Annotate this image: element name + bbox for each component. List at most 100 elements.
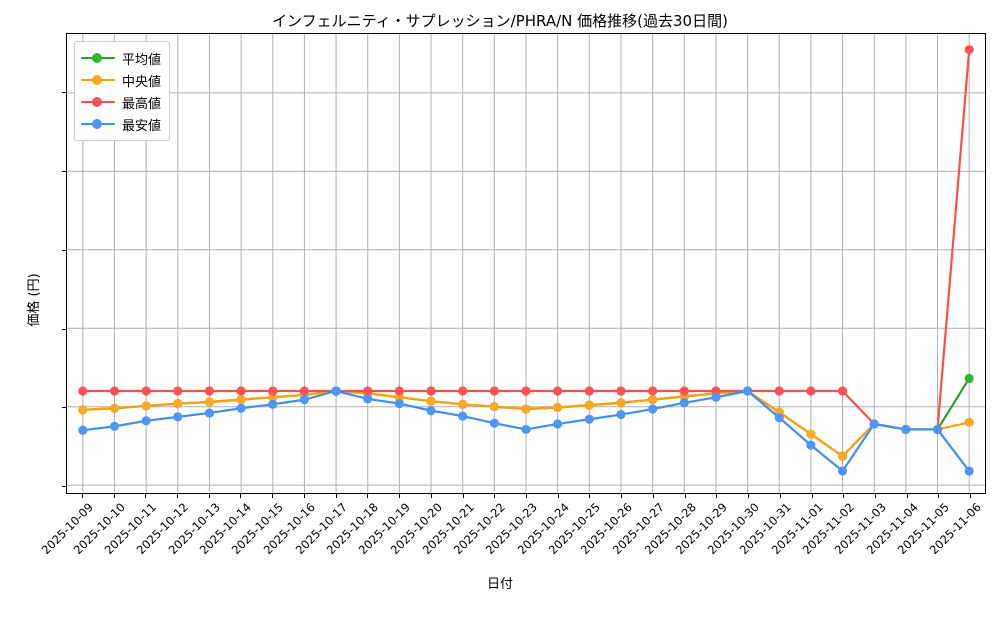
x-axis-tick-mark [716, 494, 718, 498]
legend-item-0[interactable]: 平均値 [81, 47, 161, 69]
x-axis-tick-mark [970, 494, 972, 498]
x-axis-ticks: 2025-10-09 2025-10-10 2025-10-11 2025-10-12… [39, 494, 984, 557]
data-point [109, 386, 120, 396]
data-point [363, 386, 373, 396]
data-point [679, 386, 689, 396]
data-point [141, 401, 151, 411]
data-point [299, 395, 310, 405]
legend-item-2[interactable]: 最高値 [81, 91, 161, 113]
data-point [521, 386, 531, 396]
x-axis-tick-mark [494, 494, 496, 498]
x-axis-tick-mark [399, 494, 401, 498]
data-point [616, 386, 626, 396]
data-point [78, 386, 88, 396]
data-point [489, 386, 499, 396]
data-point [584, 400, 594, 410]
data-point [268, 392, 278, 402]
x-axis-tick-mark [874, 494, 876, 498]
x-axis-tick-mark [684, 494, 686, 498]
data-point [584, 386, 594, 396]
data-point [489, 418, 499, 428]
data-point [458, 399, 468, 409]
page-title: インフェルニティ・サプレッション/PHRA/N 価格推移(過去30日間) [272, 12, 728, 30]
x-axis-tick-mark [113, 494, 115, 498]
data-point [521, 404, 531, 414]
data-point [837, 466, 848, 476]
data-point [774, 413, 784, 423]
data-point [806, 429, 816, 439]
plot-area [66, 33, 986, 494]
data-point [394, 386, 404, 396]
data-point [141, 416, 151, 426]
data-point [299, 386, 310, 396]
data-point [806, 440, 816, 450]
legend-marker-icon [81, 118, 115, 130]
x-axis-tick-mark [430, 494, 432, 498]
x-axis-tick-mark [145, 494, 147, 498]
legend-item-1[interactable]: 中央値 [81, 69, 161, 91]
y-axis-tick-mark [62, 249, 66, 251]
x-axis-label: 日付 [486, 577, 513, 592]
data-point [648, 395, 658, 405]
data-point [426, 396, 436, 406]
x-axis-tick-mark [779, 494, 781, 498]
x-axis-tick-mark [748, 494, 750, 498]
data-point [204, 397, 215, 407]
x-axis-tick-mark [208, 494, 210, 498]
x-axis-tick-mark [240, 494, 242, 498]
data-point [78, 405, 88, 415]
data-point [236, 386, 246, 396]
legend-marker-icon [81, 52, 115, 64]
legend-label: 最安値 [122, 118, 162, 134]
data-point [964, 417, 974, 427]
data-point [837, 451, 848, 461]
data-point [711, 392, 721, 402]
series-line-1 [81, 389, 971, 458]
data-point [774, 386, 784, 396]
y-axis-tick-mark [62, 407, 66, 409]
legend-label: 最高値 [122, 96, 162, 112]
y-axis-tick-mark [62, 92, 66, 94]
x-axis-tick-mark [526, 494, 527, 498]
x-axis-tick-mark [938, 494, 940, 498]
data-point [109, 403, 120, 413]
x-axis-tick-mark [589, 494, 591, 498]
x-axis-tick-mark [843, 494, 845, 498]
data-point [236, 403, 246, 413]
chart-figure: インフェルニティ・サプレッション/PHRA/N 価格推移(過去30日間) 価格 … [27, 12, 986, 592]
data-point [616, 398, 626, 408]
data-point [426, 386, 436, 396]
data-point [394, 392, 404, 402]
data-point [616, 409, 626, 420]
data-point [806, 386, 816, 396]
data-point [204, 386, 215, 396]
chart-legend[interactable]: 平均値中央値最高値最安値 [74, 41, 171, 141]
data-point [268, 386, 278, 396]
data-point [363, 394, 373, 404]
x-axis-tick-mark [811, 494, 813, 498]
data-point [109, 421, 120, 431]
data-point [901, 424, 911, 435]
legend-marker-icon [81, 74, 115, 86]
data-point [648, 404, 658, 414]
x-axis-tick-mark [177, 494, 179, 498]
data-point [394, 398, 404, 409]
y-axis-tick-mark [62, 170, 66, 172]
y-axis-tick-mark [62, 328, 66, 330]
x-axis-tick-mark [272, 494, 274, 498]
legend-label: 中央値 [122, 74, 162, 90]
x-axis-tick-mark [621, 494, 623, 498]
x-axis-tick-mark [906, 494, 908, 498]
y-axis-tick-mark [62, 486, 66, 488]
data-point [553, 386, 563, 396]
data-point [521, 424, 531, 435]
legend-item-3[interactable]: 最安値 [81, 113, 161, 135]
x-axis-tick-mark [462, 494, 464, 498]
data-point [141, 386, 151, 396]
x-axis-tick-mark [652, 494, 654, 498]
data-point [837, 386, 848, 396]
y-axis-ticks: 0100200300400500 [62, 92, 66, 488]
data-point [584, 414, 594, 424]
data-point [869, 419, 879, 429]
data-point [742, 386, 753, 396]
